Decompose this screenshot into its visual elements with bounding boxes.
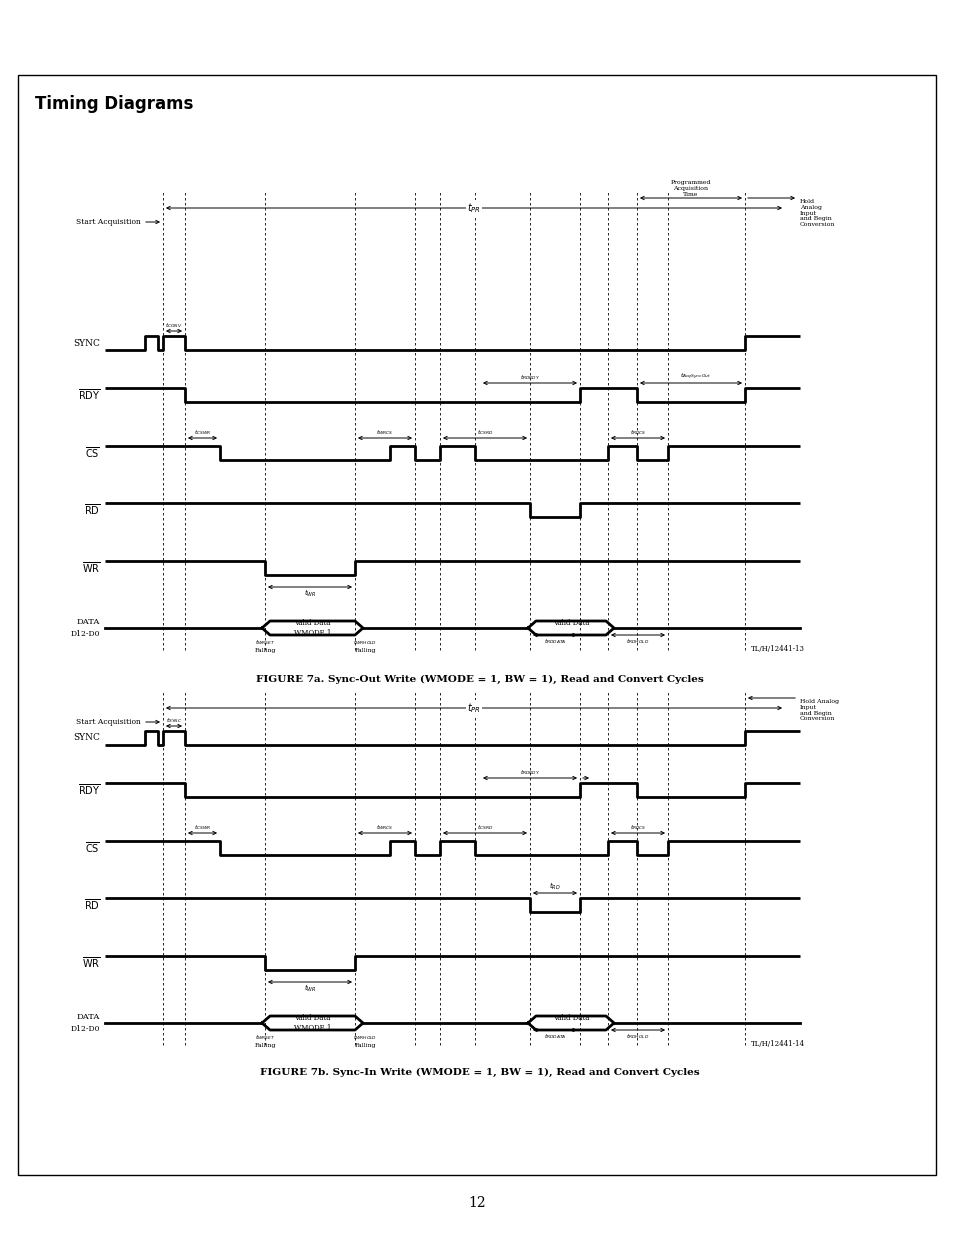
Text: Valid Data: Valid Data [294,1014,331,1023]
Text: $t_{WRCS}$: $t_{WRCS}$ [375,429,394,437]
Text: Valid Data: Valid Data [552,619,589,627]
Text: $\overline{\rm WR}$: $\overline{\rm WR}$ [82,956,100,971]
Text: Valid Data: Valid Data [294,619,331,627]
Text: $t_{WRSET}$
Falling: $t_{WRSET}$ Falling [254,1032,275,1047]
Text: $\overline{\rm CS}$: $\overline{\rm CS}$ [85,841,100,856]
Text: $t_{WR}$: $t_{WR}$ [303,588,316,599]
Text: WMODE 1: WMODE 1 [294,629,331,637]
Text: $t_{PR}$: $t_{PR}$ [467,201,480,215]
Text: $t_{PR}$: $t_{PR}$ [467,701,480,715]
Text: $t_{WRSET}$
Falling: $t_{WRSET}$ Falling [254,638,275,653]
Text: $\overline{\rm RD}$: $\overline{\rm RD}$ [84,898,100,913]
Text: $t_{RDDATA}$: $t_{RDDATA}$ [543,1032,566,1041]
Text: Hold Analog
Input
and Begin
Conversion: Hold Analog Input and Begin Conversion [800,699,839,721]
Text: $t_{CSRD}$: $t_{CSRD}$ [476,823,493,832]
Text: Start Acquisition: Start Acquisition [76,718,141,726]
Text: D12-D0: D12-D0 [71,1025,100,1032]
Text: $t_{SYNC}$: $t_{SYNC}$ [166,716,182,725]
Text: Hold
Analog
Input
and Begin
Conversion: Hold Analog Input and Begin Conversion [800,199,835,227]
Text: DATA: DATA [76,618,100,626]
Text: $\overline{\rm RDY}$: $\overline{\rm RDY}$ [78,388,100,403]
Text: TL/H/12441-13: TL/H/12441-13 [750,645,804,653]
Text: $t_{RD}$: $t_{RD}$ [549,881,560,892]
Text: $t_{RDCS}$: $t_{RDCS}$ [629,429,645,437]
Text: $t_{RDRDY}$: $t_{RDRDY}$ [519,373,539,382]
Text: D12-D0: D12-D0 [71,630,100,638]
Text: $t_{RDHOLD}$: $t_{RDHOLD}$ [626,1032,649,1041]
Text: $\overline{\rm WR}$: $\overline{\rm WR}$ [82,561,100,576]
Text: $t_{WRCS}$: $t_{WRCS}$ [375,823,394,832]
Text: $t_{RDCS}$: $t_{RDCS}$ [629,823,645,832]
Text: $t_{RDDATA}$: $t_{RDDATA}$ [543,637,566,646]
Text: Start Acquisition: Start Acquisition [76,219,141,226]
Text: $t_{RDHOLD}$: $t_{RDHOLD}$ [626,637,649,646]
Text: $\overline{\rm CS}$: $\overline{\rm CS}$ [85,446,100,461]
Text: FIGURE 7a. Sync-Out Write (WMODE = 1, BW = 1), Read and Convert Cycles: FIGURE 7a. Sync-Out Write (WMODE = 1, BW… [255,676,703,684]
Bar [18,75,935,1174]
Text: FIGURE 7b. Sync-In Write (WMODE = 1, BW = 1), Read and Convert Cycles: FIGURE 7b. Sync-In Write (WMODE = 1, BW … [260,1068,700,1077]
Text: $t_{CSWR}$: $t_{CSWR}$ [193,429,211,437]
Text: $\overline{\rm RD}$: $\overline{\rm RD}$ [84,503,100,517]
Text: SYNC: SYNC [73,734,100,742]
Text: $\overline{\rm RDY}$: $\overline{\rm RDY}$ [78,783,100,798]
Text: 12: 12 [468,1195,485,1210]
Text: Timing Diagrams: Timing Diagrams [35,95,193,112]
Text: $t_{WR}$: $t_{WR}$ [303,983,316,994]
Text: $t_{CSRD}$: $t_{CSRD}$ [476,429,493,437]
Text: $t_{AcqSyncOut}$: $t_{AcqSyncOut}$ [679,372,711,382]
Text: DATA: DATA [76,1013,100,1021]
Text: $t_{RDRDY}$: $t_{RDRDY}$ [519,768,539,777]
Text: $t_{WRHOLD}$
Falling: $t_{WRHOLD}$ Falling [353,1032,376,1047]
Text: Programmed
Acquisition
Time: Programmed Acquisition Time [670,180,711,198]
Text: SYNC: SYNC [73,338,100,347]
Text: $t_{CONV}$: $t_{CONV}$ [165,321,183,330]
Text: Valid Data: Valid Data [552,1014,589,1023]
Text: WMODE 1: WMODE 1 [294,1024,331,1032]
Text: TL/H/12441-14: TL/H/12441-14 [750,1040,804,1049]
Text: $t_{CSWR}$: $t_{CSWR}$ [193,823,211,832]
Text: $t_{WRHOLD}$
Falling: $t_{WRHOLD}$ Falling [353,638,376,653]
